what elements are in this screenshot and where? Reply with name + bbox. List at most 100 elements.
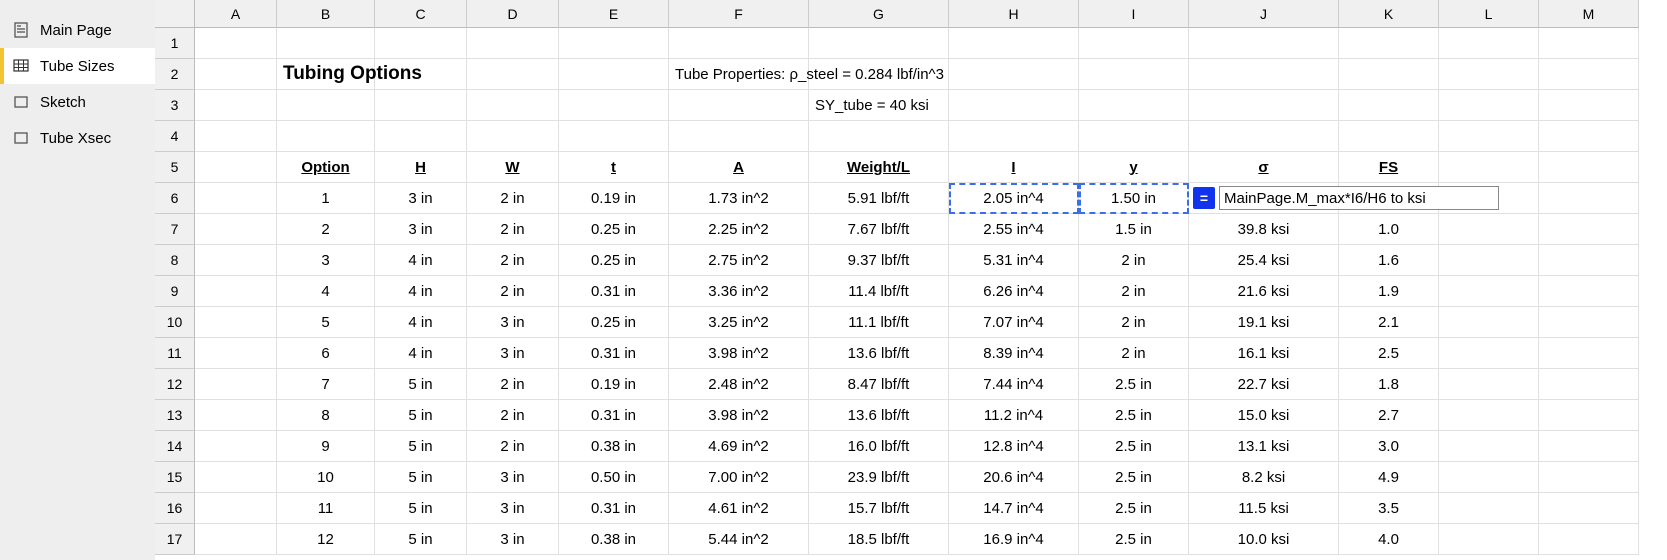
- cell-J15[interactable]: 8.2 ksi: [1189, 462, 1339, 493]
- row-header-6[interactable]: 6: [155, 183, 195, 214]
- row-header-1[interactable]: 1: [155, 28, 195, 59]
- sidebar-item-main-page[interactable]: Main Page: [0, 12, 155, 48]
- cell-A6[interactable]: [195, 183, 277, 214]
- cell-H15[interactable]: 20.6 in^4: [949, 462, 1079, 493]
- cell-D2[interactable]: [467, 59, 559, 90]
- column-header-J[interactable]: J: [1189, 0, 1339, 28]
- cell-J3[interactable]: [1189, 90, 1339, 121]
- cell-F8[interactable]: 2.75 in^2: [669, 245, 809, 276]
- cell-D10[interactable]: 3 in: [467, 307, 559, 338]
- cell-H3[interactable]: [949, 90, 1079, 121]
- cell-D12[interactable]: 2 in: [467, 369, 559, 400]
- cell-J16[interactable]: 11.5 ksi: [1189, 493, 1339, 524]
- row-header-16[interactable]: 16: [155, 493, 195, 524]
- cell-J1[interactable]: [1189, 28, 1339, 59]
- cell-M8[interactable]: [1539, 245, 1639, 276]
- cell-C13[interactable]: 5 in: [375, 400, 467, 431]
- cell-A17[interactable]: [195, 524, 277, 555]
- cell-D15[interactable]: 3 in: [467, 462, 559, 493]
- cell-K7[interactable]: 1.0: [1339, 214, 1439, 245]
- cell-G17[interactable]: 18.5 lbf/ft: [809, 524, 949, 555]
- row-header-17[interactable]: 17: [155, 524, 195, 555]
- column-header-E[interactable]: E: [559, 0, 669, 28]
- cell-F6[interactable]: 1.73 in^2: [669, 183, 809, 214]
- cell-J17[interactable]: 10.0 ksi: [1189, 524, 1339, 555]
- cell-I10[interactable]: 2 in: [1079, 307, 1189, 338]
- column-header-M[interactable]: M: [1539, 0, 1639, 28]
- cell-G8[interactable]: 9.37 lbf/ft: [809, 245, 949, 276]
- cell-B17[interactable]: 12: [277, 524, 375, 555]
- column-header-A[interactable]: A: [195, 0, 277, 28]
- cell-C4[interactable]: [375, 121, 467, 152]
- cell-H1[interactable]: [949, 28, 1079, 59]
- row-header-3[interactable]: 3: [155, 90, 195, 121]
- cell-A1[interactable]: [195, 28, 277, 59]
- cell-K16[interactable]: 3.5: [1339, 493, 1439, 524]
- cell-K13[interactable]: 2.7: [1339, 400, 1439, 431]
- cell-I8[interactable]: 2 in: [1079, 245, 1189, 276]
- cell-L8[interactable]: [1439, 245, 1539, 276]
- cell-D11[interactable]: 3 in: [467, 338, 559, 369]
- cell-L16[interactable]: [1439, 493, 1539, 524]
- column-header-G[interactable]: G: [809, 0, 949, 28]
- cell-M17[interactable]: [1539, 524, 1639, 555]
- cell-F5[interactable]: A: [669, 152, 809, 183]
- cell-A16[interactable]: [195, 493, 277, 524]
- cell-E8[interactable]: 0.25 in: [559, 245, 669, 276]
- cell-F11[interactable]: 3.98 in^2: [669, 338, 809, 369]
- cell-F3[interactable]: [669, 90, 809, 121]
- cell-K1[interactable]: [1339, 28, 1439, 59]
- cell-I15[interactable]: 2.5 in: [1079, 462, 1189, 493]
- cell-F1[interactable]: [669, 28, 809, 59]
- cell-G16[interactable]: 15.7 lbf/ft: [809, 493, 949, 524]
- cell-M12[interactable]: [1539, 369, 1639, 400]
- cell-A12[interactable]: [195, 369, 277, 400]
- cell-H5[interactable]: I: [949, 152, 1079, 183]
- cell-L17[interactable]: [1439, 524, 1539, 555]
- cell-L9[interactable]: [1439, 276, 1539, 307]
- cell-D13[interactable]: 2 in: [467, 400, 559, 431]
- cell-M6[interactable]: [1539, 183, 1639, 214]
- column-header-B[interactable]: B: [277, 0, 375, 28]
- cell-K17[interactable]: 4.0: [1339, 524, 1439, 555]
- cell-E6[interactable]: 0.19 in: [559, 183, 669, 214]
- cell-J8[interactable]: 25.4 ksi: [1189, 245, 1339, 276]
- cell-J2[interactable]: [1189, 59, 1339, 90]
- sidebar-item-sketch[interactable]: Sketch: [0, 84, 155, 120]
- column-header-F[interactable]: F: [669, 0, 809, 28]
- cell-H2[interactable]: [949, 59, 1079, 90]
- cell-G4[interactable]: [809, 121, 949, 152]
- cell-K4[interactable]: [1339, 121, 1439, 152]
- cell-D5[interactable]: W: [467, 152, 559, 183]
- cell-I3[interactable]: [1079, 90, 1189, 121]
- row-header-8[interactable]: 8: [155, 245, 195, 276]
- cell-K12[interactable]: 1.8: [1339, 369, 1439, 400]
- cell-C14[interactable]: 5 in: [375, 431, 467, 462]
- cell-E12[interactable]: 0.19 in: [559, 369, 669, 400]
- cell-B3[interactable]: [277, 90, 375, 121]
- cell-J10[interactable]: 19.1 ksi: [1189, 307, 1339, 338]
- cell-F16[interactable]: 4.61 in^2: [669, 493, 809, 524]
- cell-F10[interactable]: 3.25 in^2: [669, 307, 809, 338]
- cell-I6[interactable]: 1.50 in: [1079, 183, 1189, 214]
- cell-B1[interactable]: [277, 28, 375, 59]
- row-header-4[interactable]: 4: [155, 121, 195, 152]
- cell-K5[interactable]: FS: [1339, 152, 1439, 183]
- cell-M13[interactable]: [1539, 400, 1639, 431]
- cell-A7[interactable]: [195, 214, 277, 245]
- column-header-H[interactable]: H: [949, 0, 1079, 28]
- cell-M14[interactable]: [1539, 431, 1639, 462]
- row-header-15[interactable]: 15: [155, 462, 195, 493]
- cell-E10[interactable]: 0.25 in: [559, 307, 669, 338]
- row-header-5[interactable]: 5: [155, 152, 195, 183]
- cell-H16[interactable]: 14.7 in^4: [949, 493, 1079, 524]
- cell-M10[interactable]: [1539, 307, 1639, 338]
- cell-G15[interactable]: 23.9 lbf/ft: [809, 462, 949, 493]
- cell-D6[interactable]: 2 in: [467, 183, 559, 214]
- cell-A10[interactable]: [195, 307, 277, 338]
- cell-I14[interactable]: 2.5 in: [1079, 431, 1189, 462]
- cell-E14[interactable]: 0.38 in: [559, 431, 669, 462]
- cell-K14[interactable]: 3.0: [1339, 431, 1439, 462]
- cell-K2[interactable]: [1339, 59, 1439, 90]
- cell-I1[interactable]: [1079, 28, 1189, 59]
